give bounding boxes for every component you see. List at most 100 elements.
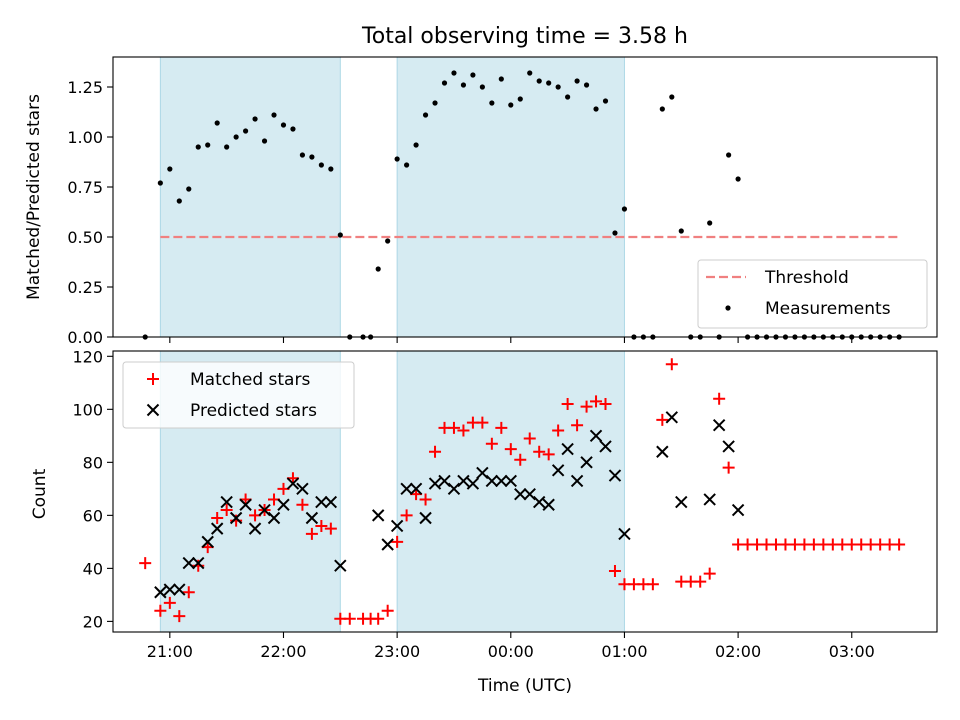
- measurement-point: [489, 100, 495, 106]
- predicted-star-point: [570, 474, 584, 488]
- matched-star-point: [447, 421, 460, 434]
- matched-star-point: [476, 416, 489, 429]
- top-y-axis-label: Matched/Predicted stars: [24, 94, 44, 300]
- measurement-point: [404, 162, 410, 168]
- measurement-point: [583, 82, 590, 88]
- measurement-point: [498, 76, 504, 82]
- measurement-point: [157, 180, 163, 186]
- measurement-point: [546, 80, 552, 86]
- measurement-point: [375, 266, 381, 272]
- measurement-point: [621, 206, 628, 212]
- predicted-star-point: [315, 495, 328, 509]
- legend-matched-swatch: [147, 373, 159, 385]
- predicted-star-point: [192, 556, 205, 570]
- predicted-star-point: [239, 498, 252, 511]
- legend-label: Measurements: [765, 299, 891, 319]
- legend-measurement-swatch: [725, 305, 731, 311]
- predicted-star-point: [703, 493, 716, 506]
- matched-star-point: [154, 604, 167, 617]
- predicted-star-point: [419, 511, 432, 525]
- predicted-star-point: [675, 495, 688, 509]
- predicted-star-point: [305, 511, 319, 525]
- predicted-star-point: [277, 498, 290, 511]
- measurement-point: [242, 128, 249, 134]
- axes-frame: [112, 350, 938, 633]
- predicted-star-point: [428, 477, 442, 490]
- measurement-point: [479, 84, 485, 90]
- measurement-point: [271, 112, 277, 118]
- matched-star-point: [296, 498, 309, 511]
- x-tick-label: 22:00: [260, 642, 306, 661]
- measurement-point: [593, 106, 599, 112]
- x-tick-label: 21:00: [147, 642, 193, 661]
- predicted-star-point: [608, 469, 622, 482]
- predicted-star-point: [722, 440, 735, 453]
- predicted-star-point: [210, 522, 224, 535]
- predicted-star-point: [438, 474, 451, 488]
- measurement-point: [394, 156, 400, 162]
- predicted-star-point: [267, 511, 281, 525]
- legend-label: Matched stars: [190, 370, 310, 390]
- predicted-star-point: [390, 519, 404, 533]
- measurement-point: [707, 220, 713, 226]
- measurement-point: [432, 100, 438, 106]
- predicted-star-point: [457, 474, 470, 488]
- matched-star-point: [713, 392, 726, 405]
- predicted-star-point: [286, 477, 300, 490]
- matched-star-point: [485, 437, 498, 450]
- predicted-star-point: [476, 466, 489, 480]
- predicted-star-point: [466, 477, 480, 490]
- matched-star-point: [220, 504, 233, 517]
- matched-star-point: [646, 578, 659, 591]
- y-tick-label: 40: [83, 559, 103, 578]
- matched-star-point: [542, 448, 555, 461]
- matched-star-point: [372, 612, 385, 625]
- measurement-point: [290, 126, 296, 132]
- x-tick-label: 01:00: [601, 642, 647, 661]
- x-tick-label: 23:00: [374, 642, 420, 661]
- measurement-point: [451, 70, 457, 76]
- y-tick-label: 0.50: [67, 228, 103, 247]
- matched-star-point: [608, 565, 621, 578]
- measurement-point: [470, 72, 476, 78]
- x-tick-label: 03:00: [829, 642, 875, 661]
- matched-star-point: [561, 398, 574, 411]
- legend-label: Predicted stars: [190, 401, 317, 421]
- measurement-point: [508, 102, 514, 108]
- matched-star-point: [694, 575, 707, 588]
- matched-star-point: [504, 443, 517, 456]
- x-tick-label: 02:00: [715, 642, 761, 661]
- matched-star-point: [571, 419, 584, 432]
- matched-star-point: [590, 395, 603, 408]
- predicted-star-point: [447, 482, 461, 496]
- matched-star-point: [514, 453, 527, 466]
- measurement-point: [328, 166, 334, 172]
- measurement-point: [186, 186, 192, 192]
- measurement-point: [678, 228, 684, 234]
- measurement-point: [422, 112, 429, 118]
- legend-box: [697, 259, 928, 329]
- predicted-star-point: [173, 583, 186, 596]
- predicted-star-point: [334, 559, 347, 572]
- predicted-star-point: [523, 487, 536, 501]
- predicted-star-point: [580, 456, 593, 469]
- measurement-point: [602, 98, 609, 104]
- matched-star-point: [139, 557, 152, 570]
- predicted-star-point: [163, 583, 177, 596]
- matched-star-point: [315, 519, 328, 532]
- measurement-point: [385, 238, 391, 244]
- measurement-point: [252, 116, 258, 122]
- matched-star-point: [552, 424, 565, 437]
- top-chart-title: Total observing time = 3.58 h: [361, 24, 688, 49]
- legend-label: Threshold: [764, 268, 849, 288]
- measurement-point: [612, 230, 618, 236]
- measurement-point: [517, 96, 523, 102]
- measurement-point: [195, 144, 201, 150]
- measurement-point: [299, 152, 306, 158]
- y-tick-label: 0.00: [67, 328, 103, 347]
- matched-star-point: [173, 610, 186, 623]
- measurement-point: [659, 106, 665, 112]
- matched-star-point: [305, 527, 318, 540]
- matched-star-point: [722, 461, 735, 474]
